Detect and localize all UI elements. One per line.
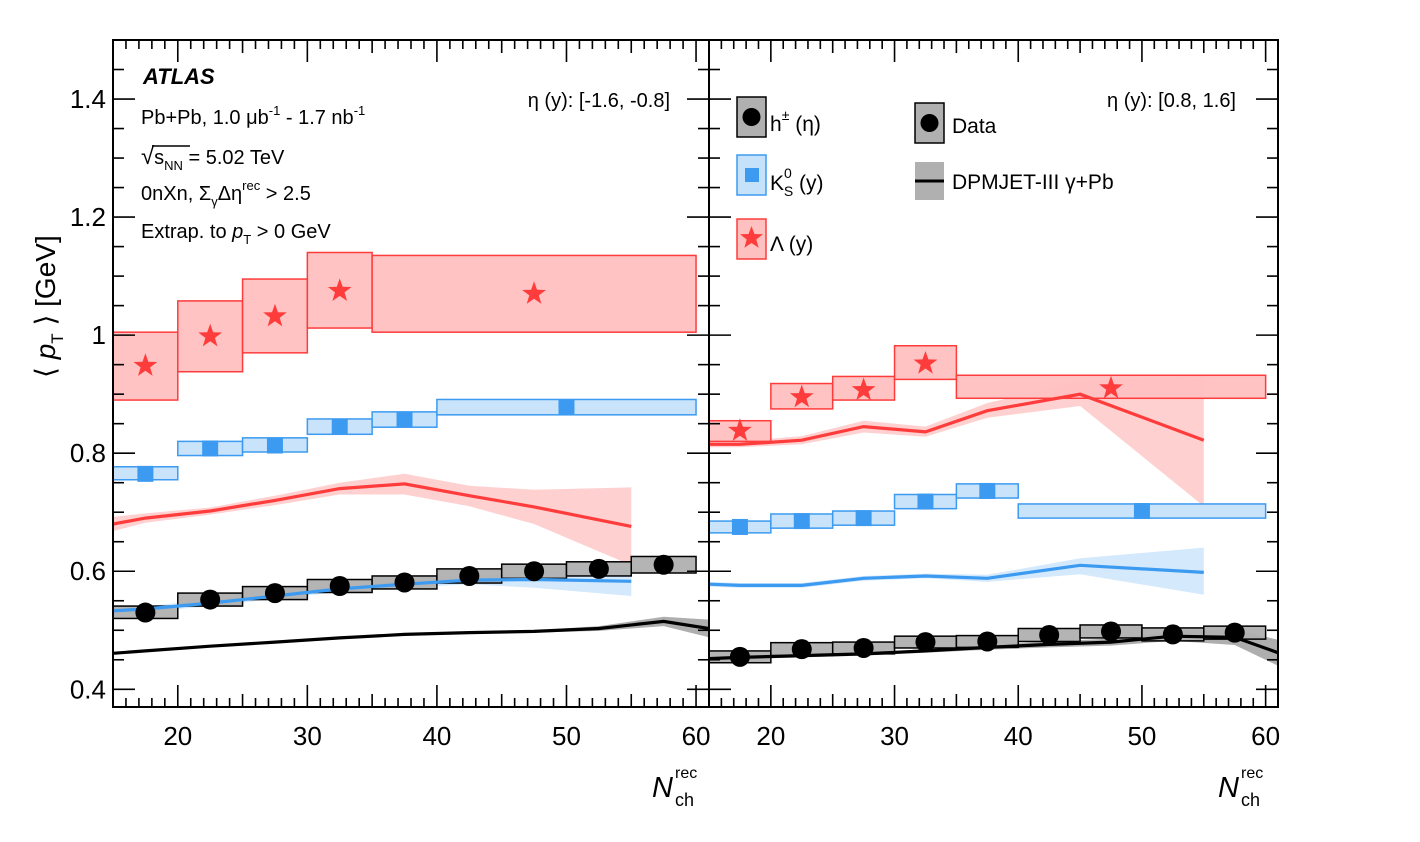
x-tick-label-20: 20 (756, 721, 785, 751)
hadron-point-0 (135, 602, 156, 623)
panel-forward: 20 30 40 50 60 (708, 39, 1280, 751)
kaon-point-4 (979, 482, 996, 499)
lambda-point-1 (198, 323, 223, 347)
hadron-point-3 (915, 632, 936, 653)
hadron-point-4 (394, 572, 415, 593)
panel-plot-area (709, 345, 1278, 667)
x-axis-label-right-sup: rec (1241, 765, 1263, 782)
lambda-point-1 (789, 384, 814, 408)
hadron-point-6 (524, 561, 545, 582)
hadron-point-2 (264, 583, 285, 604)
hadron-point-8 (653, 554, 674, 575)
lambda-model-line (709, 392, 1205, 446)
kaon-point-0 (137, 465, 154, 482)
range-label-right: η (y): [0.8, 1.6] (1107, 90, 1236, 112)
x-axis-label-right-sub: ch (1241, 790, 1260, 810)
lambda-point-2 (851, 377, 876, 401)
kaon-point-4 (396, 411, 413, 428)
y-axis-label: ⟨ pT ⟩ [GeV] (30, 235, 67, 378)
lambda-point-3 (327, 278, 352, 301)
x-axis-label-right: N (1218, 772, 1239, 804)
extrap-label: Extrap. to pT > 0 GeV (141, 221, 331, 247)
kaon-point-3 (331, 418, 348, 435)
legend-data-label: Data (952, 115, 997, 138)
y-label-open: ⟨ (30, 359, 61, 378)
hadron-point-8 (1224, 622, 1245, 643)
hadron-point-7 (588, 558, 609, 579)
y-label-close: ⟩ [GeV] (30, 235, 61, 333)
y-tick-label-0.4: 0.4 (70, 674, 106, 704)
kaon-point-1 (793, 513, 810, 530)
lambda-point-0 (728, 418, 752, 441)
hadron-point-0 (729, 646, 750, 667)
hadron-point-5 (459, 565, 480, 586)
x-axis-label-left-sub: ch (675, 790, 694, 810)
kaon-point-0 (731, 518, 748, 535)
hadron-point-3 (329, 575, 350, 596)
lambda-point-4 (1099, 375, 1123, 399)
lambda-model-line (113, 482, 632, 528)
hadron-point-5 (1039, 624, 1060, 645)
y-tick-label-0.6: 0.6 (70, 556, 106, 586)
legend-lambda-marker (740, 226, 763, 248)
hadron-model-line (113, 619, 709, 655)
y-tick-label-1: 1 (92, 320, 106, 350)
lambda-point-3 (913, 351, 938, 374)
legend-model-label: DPMJET-III γ+Pb (952, 171, 1114, 194)
x-axis-label-left: N (652, 772, 673, 804)
hadron-point-1 (200, 589, 221, 610)
x-tick-label-20: 20 (163, 721, 192, 751)
lambda-model-band (113, 473, 632, 566)
x-tick-label-50: 50 (552, 721, 581, 751)
range-label-left: η (y): [-1.6, -0.8] (528, 90, 670, 112)
energy-label: √sNN = 5.02 TeV (141, 143, 285, 173)
hadron-point-6 (1101, 621, 1122, 642)
legend-hadron-marker (742, 108, 761, 126)
y-tick-label-0.8: 0.8 (70, 438, 106, 468)
x-tick-label-60: 60 (1251, 721, 1280, 751)
panel-plot-area (113, 251, 709, 655)
kaon-point-5 (1133, 503, 1150, 520)
y-label-sub: T (48, 333, 67, 343)
kaon-point-1 (202, 440, 219, 457)
x-tick-label-30: 30 (880, 721, 909, 751)
legend-kaon-marker (745, 168, 759, 182)
x-axis-label-left-sup: rec (675, 765, 697, 782)
legend-data-marker (920, 114, 939, 132)
kaon-model-line (709, 563, 1204, 588)
y-tick-label-1.2: 1.2 (70, 202, 106, 232)
x-tick-label-40: 40 (1004, 721, 1033, 751)
kaon-point-2 (855, 510, 872, 527)
panel-backward: 20 30 40 50 60 0.4 0.6 0.8 1 1.2 1.4 (70, 39, 711, 751)
y-label-p: p (30, 344, 61, 361)
hadron-model-band (113, 616, 709, 655)
kaon-point-2 (266, 437, 283, 454)
x-tick-label-50: 50 (1127, 721, 1156, 751)
selection-label: 0nXn, ΣγΔηrec > 2.5 (141, 178, 311, 209)
lambda-point-0 (133, 353, 158, 376)
hadron-point-4 (977, 631, 998, 652)
lambda-point-2 (263, 303, 287, 327)
plot-layer: 20 30 40 50 60 0.4 0.6 0.8 1 1.2 1.4 20 30 40 50 60 (70, 39, 1280, 751)
x-tick-label-60: 60 (682, 721, 711, 751)
atlas-label: ATLAS (142, 64, 215, 89)
legend: h± (η) K0 S (y) Λ (y) Data DPMJET-III γ+P… (736, 96, 1114, 260)
hadron-point-1 (791, 639, 812, 660)
lambda-syst-box-2 (241, 278, 309, 354)
x-tick-label-40: 40 (422, 721, 451, 751)
x-tick-label-30: 30 (293, 721, 322, 751)
hadron-point-7 (1162, 624, 1183, 645)
hadron-point-2 (853, 637, 874, 658)
kaon-point-5 (558, 399, 575, 416)
dataset-label: Pb+Pb, 1.0 μb-1 - 1.7 nb-1 (141, 103, 365, 129)
lambda-point-4 (522, 281, 546, 304)
legend-lambda-label: Λ (y) (770, 233, 813, 256)
y-tick-label-1.4: 1.4 (70, 84, 106, 114)
kaon-point-3 (917, 493, 934, 510)
